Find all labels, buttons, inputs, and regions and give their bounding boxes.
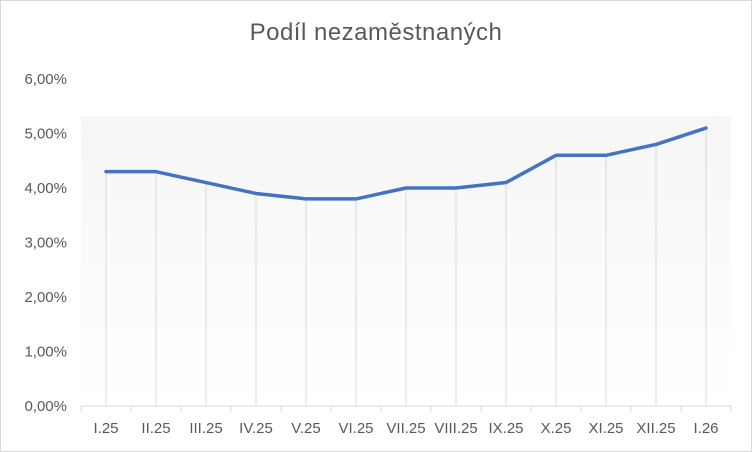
y-tick-label: 3,00% xyxy=(24,235,67,252)
y-tick-label: 2,00% xyxy=(24,289,67,306)
chart-title: Podíl nezaměstnaných xyxy=(249,19,503,46)
y-tick-label: 0,00% xyxy=(24,398,67,415)
x-tick-label: III.25 xyxy=(189,420,222,437)
y-tick-label: 1,00% xyxy=(24,344,67,361)
x-tick-label: VI.25 xyxy=(338,420,373,437)
y-tick-label: 4,00% xyxy=(24,180,67,197)
x-tick-label: I.26 xyxy=(693,420,718,437)
y-tick-label: 5,00% xyxy=(24,126,67,143)
x-tick-label: XII.25 xyxy=(636,420,675,437)
x-tick-label: IV.25 xyxy=(239,420,273,437)
x-tick-label: XI.25 xyxy=(588,420,623,437)
x-tick-label: I.25 xyxy=(93,420,118,437)
y-tick-label: 6,00% xyxy=(24,71,67,88)
x-tick-label: VIII.25 xyxy=(434,420,477,437)
x-tick-label: X.25 xyxy=(541,420,572,437)
x-tick-label: II.25 xyxy=(141,420,170,437)
x-tick-label: IX.25 xyxy=(488,420,523,437)
x-tick-label: VII.25 xyxy=(386,420,425,437)
x-tick-label: V.25 xyxy=(291,420,320,437)
